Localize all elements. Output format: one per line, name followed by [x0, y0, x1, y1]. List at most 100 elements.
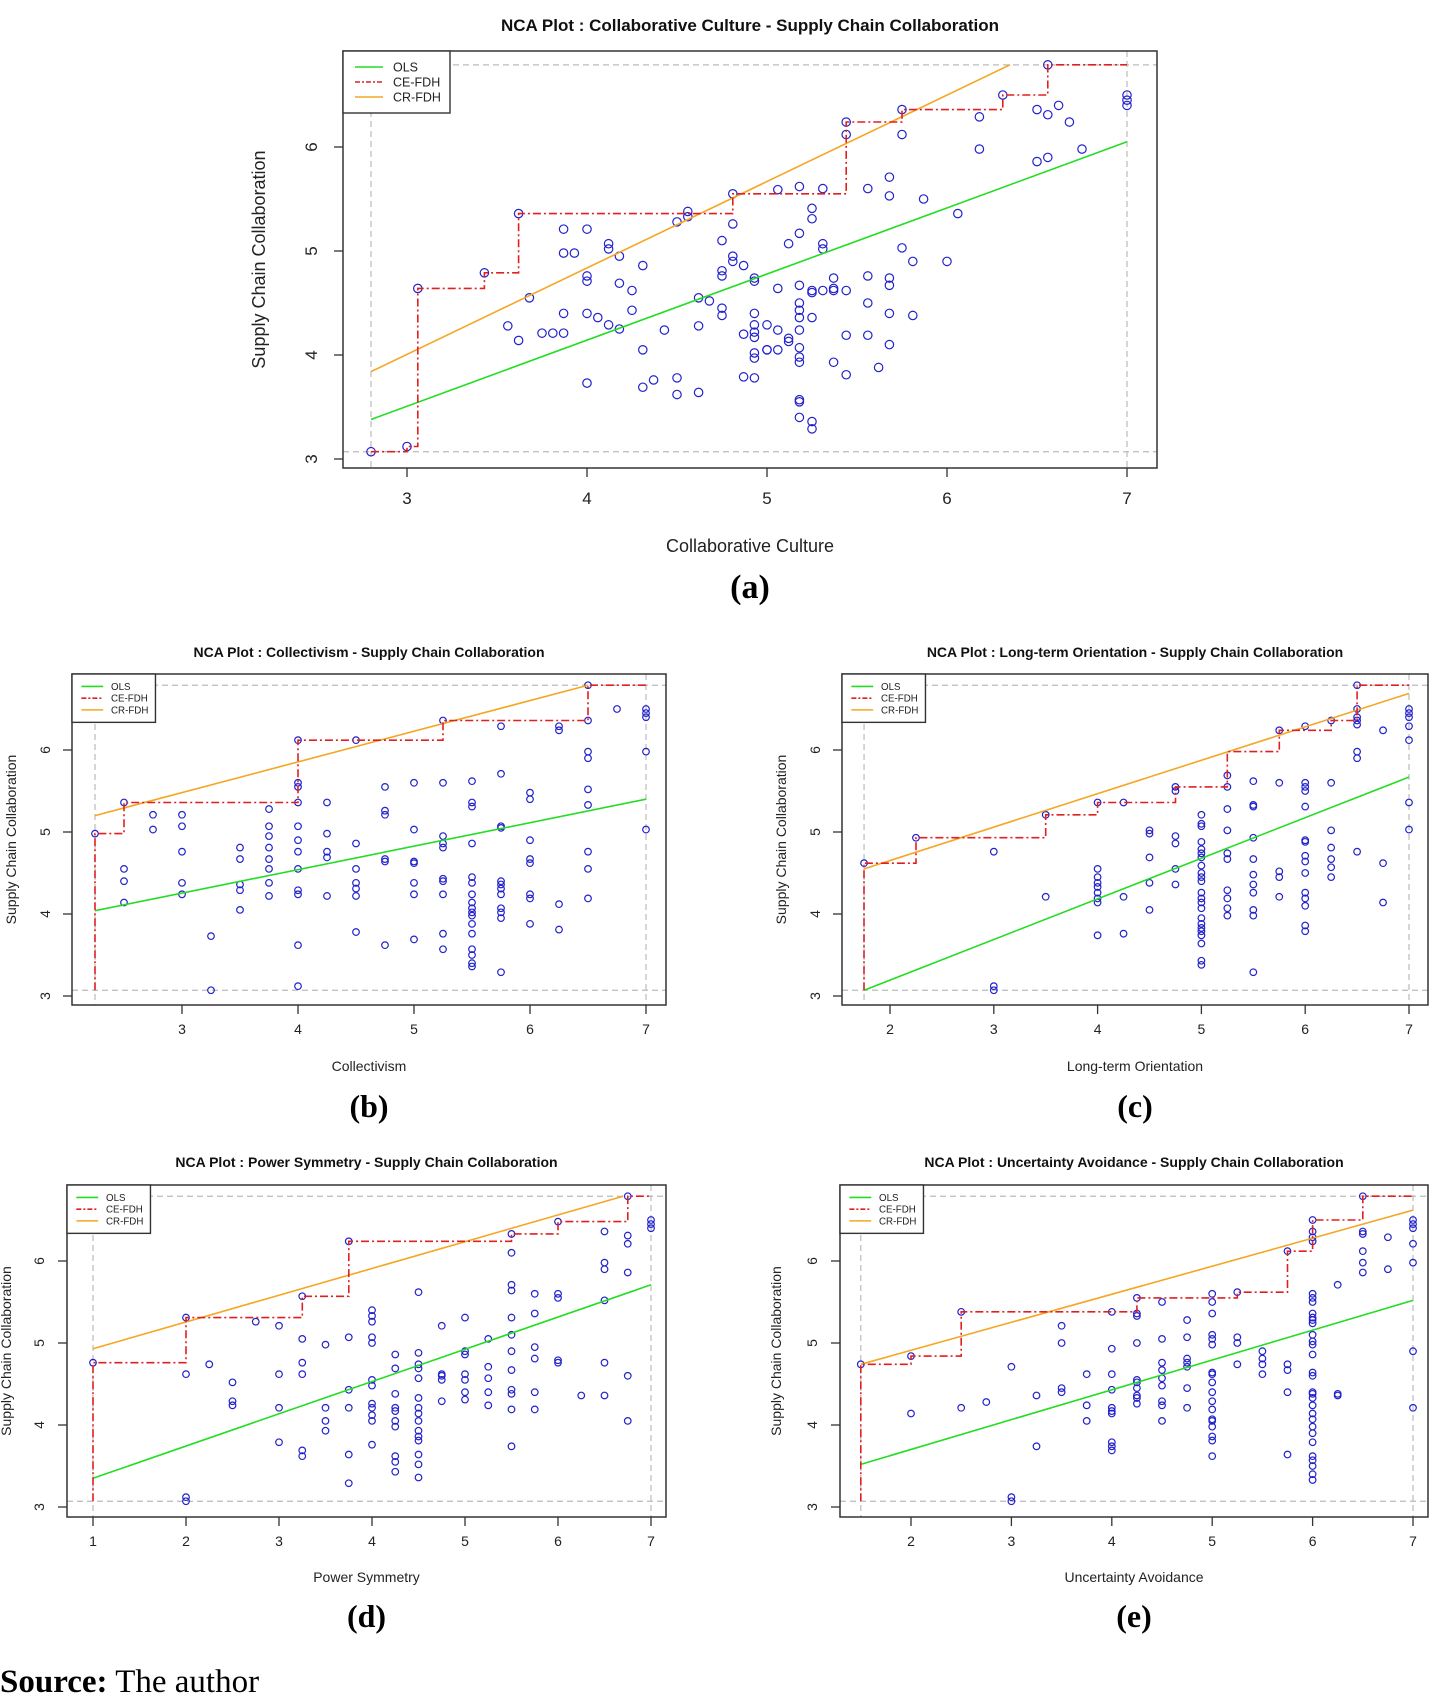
data-point	[1308, 1293, 1317, 1302]
data-point	[1197, 888, 1206, 897]
data-point	[794, 342, 805, 353]
data-point	[437, 1371, 446, 1380]
data-point	[507, 1385, 516, 1394]
data-point	[1197, 849, 1206, 858]
data-point	[1053, 100, 1064, 111]
data-point	[414, 1426, 423, 1435]
data-point	[1208, 1378, 1217, 1387]
data-point	[391, 1403, 400, 1412]
data-point	[1249, 855, 1258, 863]
data-point	[912, 833, 920, 842]
data-point	[584, 754, 592, 763]
cr-fdh-line	[94, 684, 589, 817]
data-point	[1358, 1227, 1367, 1236]
data-point	[1223, 911, 1232, 920]
data-point	[265, 832, 273, 840]
ce-fdh-line	[863, 684, 1409, 991]
data-point	[298, 1358, 307, 1367]
data-point	[1057, 1321, 1066, 1330]
data-point	[414, 1403, 423, 1412]
data-point	[468, 929, 476, 938]
x-tick-label: 5	[410, 1021, 418, 1037]
data-point	[1358, 1230, 1367, 1238]
data-point	[1158, 1298, 1166, 1306]
legend-label-ce-fdh: CE-FDH	[106, 1205, 143, 1216]
data-point	[368, 1317, 376, 1326]
data-point	[530, 1309, 539, 1318]
data-point	[526, 919, 534, 928]
data-point	[468, 890, 476, 899]
data-point	[1183, 1358, 1191, 1367]
data-point	[907, 310, 918, 321]
data-point	[1223, 805, 1232, 813]
data-point	[1308, 1401, 1317, 1410]
x-tick-label: 4	[582, 489, 591, 508]
data-point	[1208, 1422, 1217, 1431]
data-point	[352, 839, 360, 848]
data-point	[1301, 778, 1310, 787]
x-tick-label: 7	[642, 1021, 650, 1037]
data-point	[1208, 1388, 1217, 1397]
data-point	[1308, 1438, 1317, 1447]
data-point	[294, 886, 302, 895]
data-point	[1275, 867, 1284, 876]
data-point	[554, 1358, 562, 1367]
data-point	[507, 1442, 516, 1451]
data-point	[1158, 1358, 1166, 1367]
data-point	[783, 333, 794, 344]
data-point	[828, 285, 839, 296]
legend-box	[839, 1184, 925, 1235]
data-point	[236, 855, 244, 863]
data-point	[228, 1378, 237, 1387]
data-point	[794, 298, 805, 308]
data-point	[772, 325, 783, 335]
data-point	[275, 1438, 283, 1447]
data-point	[627, 285, 637, 296]
data-point	[484, 1401, 493, 1410]
data-point	[717, 235, 727, 246]
data-point	[1301, 783, 1310, 791]
data-point	[772, 283, 783, 294]
data-point	[1082, 1370, 1091, 1379]
data-point	[468, 945, 476, 954]
data-point	[974, 112, 985, 122]
data-point	[484, 1374, 493, 1383]
chart-title: NCA Plot : Uncertainty Avoidance - Suppl…	[924, 1154, 1343, 1170]
x-tick-label: 1	[89, 1533, 97, 1549]
data-point	[1223, 826, 1232, 835]
data-point	[884, 191, 895, 201]
data-point	[437, 1375, 446, 1384]
data-point	[1171, 839, 1180, 848]
data-point	[1107, 1385, 1116, 1394]
data-point	[1107, 1370, 1116, 1379]
data-point	[1275, 778, 1284, 787]
cr-fdh-line	[863, 692, 1410, 870]
data-point	[1208, 1330, 1217, 1339]
ols-line	[860, 1299, 1414, 1466]
data-point	[1197, 894, 1206, 903]
data-point	[642, 709, 650, 717]
data-point	[368, 1403, 376, 1412]
data-point	[461, 1395, 469, 1404]
data-point	[738, 372, 749, 382]
data-point	[265, 843, 273, 852]
data-point	[693, 387, 704, 398]
x-tick-label: 6	[1309, 1533, 1317, 1549]
data-point	[1032, 1391, 1041, 1400]
data-point	[772, 184, 783, 195]
data-point	[526, 788, 534, 797]
data-point	[497, 877, 505, 886]
data-point	[1208, 1309, 1217, 1318]
data-point	[584, 865, 592, 873]
data-point	[942, 256, 952, 267]
y-tick-label: 5	[31, 1339, 47, 1347]
data-point	[1327, 826, 1336, 835]
data-point	[907, 256, 918, 267]
y-axis-label: Supply Chain Collaboration	[0, 1266, 14, 1436]
legend-label-ols: OLS	[879, 1193, 899, 1204]
data-point	[807, 416, 817, 427]
data-point	[1208, 1340, 1217, 1349]
data-point	[1197, 869, 1206, 877]
data-point	[497, 722, 505, 731]
data-point	[592, 312, 603, 323]
